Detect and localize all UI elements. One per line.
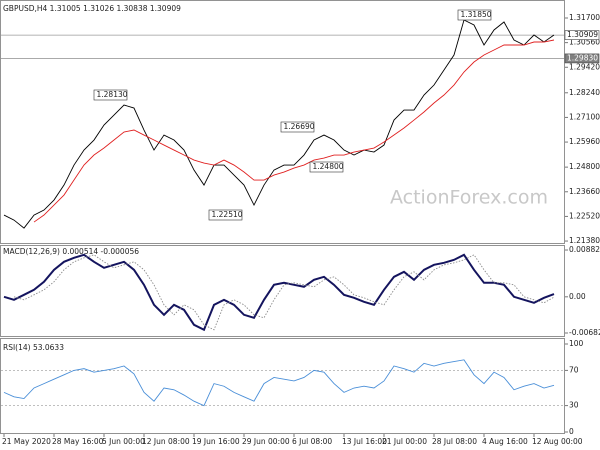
annotation-box: [208, 209, 243, 221]
annotation-box: [280, 121, 315, 133]
annotation: 1.24800: [313, 162, 344, 171]
annotation-box: [93, 89, 128, 101]
y-tick-label: 1.29420: [569, 62, 600, 71]
price-box: [564, 30, 600, 40]
price-box: [564, 53, 600, 64]
watermark: ActionForex.com: [390, 187, 548, 209]
y-tick-label: 70: [569, 365, 579, 374]
series-line: [3, 253, 555, 332]
annotation-box: [309, 161, 344, 173]
y-tick-label: 0: [569, 427, 574, 436]
annotation: 1.31850: [461, 10, 492, 19]
y-tick-label: -0.006825: [569, 328, 600, 337]
x-tick-label: 29 Jun 00:00: [242, 437, 290, 446]
y-tick-label: 1.30560: [569, 38, 600, 47]
series-line: [3, 359, 555, 407]
annotation: 1.28130: [97, 90, 128, 99]
x-tick-label: 4 Aug 16:00: [482, 437, 528, 446]
y-tick-label: 0.008824: [569, 245, 600, 254]
price-label: 1.29830: [567, 53, 598, 62]
y-tick-label: 1.31700: [569, 13, 600, 22]
x-tick-label: 28 Jul 08:00: [432, 437, 477, 446]
y-tick-label: 1.25960: [569, 137, 600, 146]
y-tick-label: 100: [569, 339, 584, 348]
x-tick-label: 21 May 2020: [2, 437, 51, 446]
price-label: 1.30909: [567, 30, 598, 39]
x-tick-label: 6 Jul 08:00: [292, 437, 332, 446]
x-tick-label: 12 Aug 00:00: [532, 437, 583, 446]
panel-title: GBPUSD,H4 1.31005 1.31026 1.30838 1.3090…: [3, 4, 181, 13]
y-tick-label: 1.22520: [569, 211, 600, 220]
x-tick-label: 12 Jun 08:00: [142, 437, 190, 446]
x-tick-label: 28 May 16:00: [52, 437, 104, 446]
x-tick-label: 19 Jun 16:00: [192, 437, 240, 446]
series-line: [33, 39, 555, 223]
x-tick-label: 21 Jul 00:00: [382, 437, 427, 446]
y-tick-label: 0.00: [569, 292, 586, 301]
y-tick-label: 1.21380: [569, 236, 600, 245]
x-tick-label: 13 Jul 16:00: [342, 437, 387, 446]
annotation: 1.26690: [284, 122, 315, 131]
panel-title: RSI(14) 53.0633: [3, 343, 64, 352]
panel-title: MACD(12,26,9) 0.000514 -0.000056: [3, 247, 139, 256]
macd-panel: [0, 245, 565, 337]
y-tick-label: 30: [569, 401, 579, 410]
y-tick-label: 1.23660: [569, 187, 600, 196]
x-tick-label: 5 Jun 00:00: [102, 437, 145, 446]
y-tick-label: 1.27100: [569, 112, 600, 121]
series-line: [3, 19, 555, 229]
y-tick-label: 1.24800: [569, 162, 600, 171]
main-panel: [0, 0, 565, 244]
annotation: 1.22510: [212, 210, 243, 219]
annotation-box: [457, 9, 492, 21]
rsi-panel: [0, 338, 565, 434]
y-tick-label: 1.28240: [569, 88, 600, 97]
